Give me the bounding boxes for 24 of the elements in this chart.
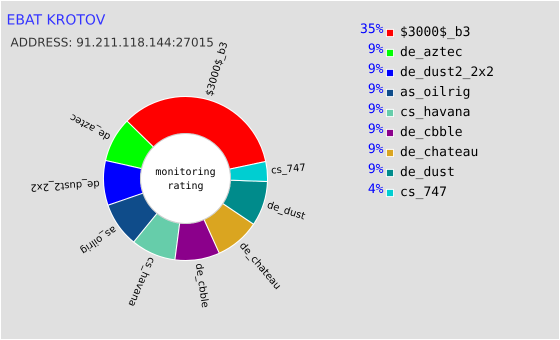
data-label: 9% [368,102,384,117]
data-label: 9% [368,142,384,157]
text: rating [167,181,204,192]
legend-label: de_dust [400,164,455,181]
slice-label: cs_747 [270,162,306,177]
legend-label: $3000$_b3 [400,24,470,41]
data-label: 9% [368,122,384,137]
slice-label: de_cbble [192,262,210,309]
data-label: 9% [368,162,384,177]
legend-label: de_cbble [400,124,463,141]
data-label: 4% [368,182,384,197]
legend-label: de_dust2_2x2 [400,64,494,81]
legend-label: de_aztec [400,44,463,61]
chart-title: EBAT KROTOV [6,12,106,28]
data-label: 9% [368,42,384,57]
data-label: 9% [368,82,384,97]
legend-label: cs_havana [400,104,470,121]
slice-label: de_dust2_2x2 [30,178,100,193]
legend-label: de_chateau [400,144,478,161]
legend-label: cs_747 [400,184,447,201]
legend-label: as_oilrig [400,84,470,101]
data-label: 35% [360,22,384,37]
text: monitoring [155,167,216,178]
data-label: 9% [368,62,384,77]
